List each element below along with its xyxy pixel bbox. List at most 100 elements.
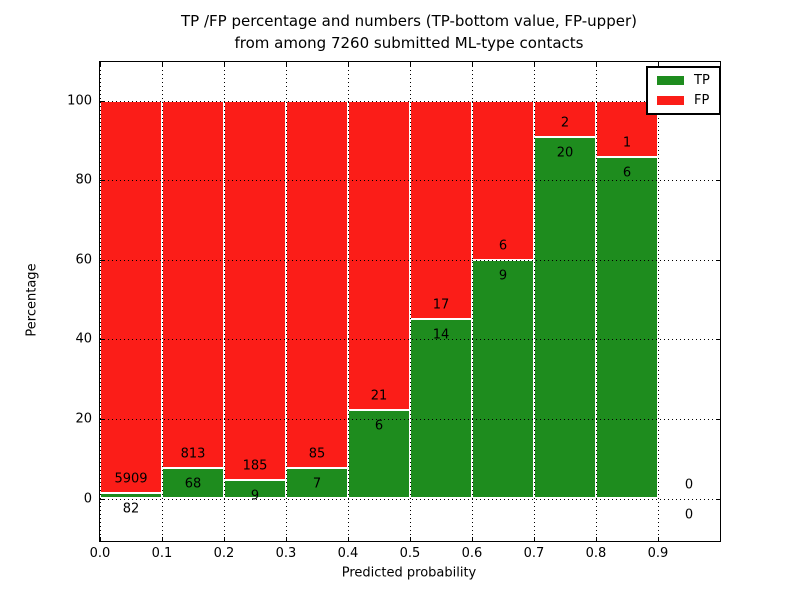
- gridline-v: [410, 62, 411, 541]
- x-tick-mark-top: [472, 62, 473, 66]
- gridline-v: [100, 62, 101, 541]
- x-axis-label: Predicted probability: [341, 565, 477, 581]
- y-tick-mark: [100, 259, 104, 261]
- x-tick-mark: [410, 537, 411, 541]
- y-tick-label: 0: [83, 491, 92, 506]
- bar-segment-tp: [286, 468, 348, 499]
- x-tick-mark-top: [286, 62, 287, 66]
- x-tick-mark: [162, 537, 163, 541]
- y-tick-mark-right: [716, 339, 720, 341]
- tp-count-label: 6: [374, 418, 384, 434]
- x-tick-mark: [658, 537, 659, 541]
- y-tick-mark: [100, 418, 104, 420]
- chart-title-line1: TP /FP percentage and numbers (TP-bottom…: [181, 12, 637, 30]
- gridline-v: [348, 62, 349, 541]
- tp-count-label: 20: [556, 145, 574, 161]
- x-tick-label: 0.6: [461, 546, 483, 561]
- gridline-h: [100, 498, 720, 500]
- y-tick-mark-right: [716, 180, 720, 182]
- y-tick-mark-right: [716, 418, 720, 420]
- bar-segment-fp: [224, 100, 286, 481]
- y-tick-label: 60: [75, 252, 92, 268]
- gridline-h: [100, 418, 720, 420]
- x-tick-mark-top: [100, 62, 101, 66]
- tp-count-label: 6: [622, 165, 632, 181]
- bar-segment-fp: [162, 100, 224, 468]
- y-tick-mark-right: [716, 259, 720, 261]
- x-tick-mark-top: [410, 62, 411, 66]
- y-tick-label: 40: [75, 331, 92, 347]
- bar-segment-fp: [410, 100, 472, 319]
- bar-segment-fp: [348, 100, 410, 411]
- x-tick-mark-top: [348, 62, 349, 66]
- x-tick-mark-top: [658, 62, 659, 66]
- legend-label-tp: TP: [694, 73, 710, 88]
- bar-segment-fp: [286, 100, 348, 469]
- y-tick-label: 100: [67, 93, 92, 108]
- y-tick-label: 20: [75, 411, 92, 427]
- chart-title-line2: from among 7260 submitted ML-type contac…: [234, 34, 584, 52]
- fp-count-label: 2: [560, 115, 570, 131]
- gridline-h: [100, 100, 720, 102]
- gridline-h: [100, 339, 720, 341]
- fp-count-label: 21: [370, 388, 388, 404]
- x-tick-label: 0.7: [523, 546, 545, 561]
- x-tick-label: 0.0: [89, 546, 111, 561]
- x-tick-mark: [100, 537, 101, 541]
- x-tick-mark: [534, 537, 535, 541]
- gridline-v: [286, 62, 287, 541]
- legend: TP FP: [646, 66, 721, 115]
- bar-segment-tp: [596, 157, 658, 499]
- fp-swatch-icon: [657, 96, 684, 105]
- tp-count-label: 0: [684, 507, 694, 522]
- x-tick-mark: [348, 537, 349, 541]
- tp-count-label: 82: [122, 501, 140, 517]
- fp-count-label: 5909: [114, 471, 148, 487]
- x-tick-label: 0.4: [337, 546, 359, 561]
- y-tick-label: 80: [75, 172, 92, 188]
- gridline-v: [658, 62, 659, 541]
- gridline-v: [596, 62, 597, 541]
- y-tick-mark: [100, 339, 104, 341]
- x-tick-mark-top: [162, 62, 163, 66]
- x-tick-label: 0.2: [213, 546, 235, 561]
- tp-count-label: 7: [312, 476, 322, 492]
- chart-title: TP /FP percentage and numbers (TP-bottom…: [99, 10, 719, 54]
- y-axis-label: Percentage: [24, 263, 40, 337]
- bar-segment-tp: [472, 259, 534, 499]
- tp-count-label: 14: [432, 327, 450, 343]
- x-tick-label: 0.9: [647, 546, 669, 561]
- bar-segment-tp: [534, 136, 596, 499]
- fp-count-label: 185: [242, 458, 268, 474]
- tp-swatch-icon: [657, 76, 684, 85]
- legend-label-fp: FP: [694, 93, 710, 108]
- fp-count-label: 85: [308, 446, 326, 462]
- bar-segment-tp: [410, 318, 472, 499]
- y-tick-mark: [100, 498, 104, 500]
- x-tick-label: 0.3: [275, 546, 297, 561]
- x-tick-mark: [286, 537, 287, 541]
- legend-entry-tp: TP: [657, 74, 710, 87]
- fp-count-label: 813: [180, 446, 206, 462]
- x-tick-mark-top: [596, 62, 597, 66]
- fp-count-label: 17: [432, 297, 450, 313]
- gridline-v: [472, 62, 473, 541]
- x-tick-label: 0.5: [399, 546, 421, 561]
- y-tick-mark-right: [716, 498, 720, 500]
- gridline-v: [224, 62, 225, 541]
- bar-segment-fp: [100, 100, 162, 494]
- tp-count-label: 9: [498, 268, 508, 284]
- x-tick-mark-top: [534, 62, 535, 66]
- x-tick-mark-top: [224, 62, 225, 66]
- gridline-h: [100, 180, 720, 182]
- tp-count-label: 9: [250, 488, 260, 504]
- x-tick-mark: [472, 537, 473, 541]
- legend-entry-fp: FP: [657, 94, 710, 107]
- gridline-v: [162, 62, 163, 541]
- fp-count-label: 0: [684, 477, 694, 492]
- x-tick-mark: [224, 537, 225, 541]
- gridline-h: [100, 259, 720, 261]
- fp-count-label: 6: [498, 238, 508, 254]
- x-tick-mark: [596, 537, 597, 541]
